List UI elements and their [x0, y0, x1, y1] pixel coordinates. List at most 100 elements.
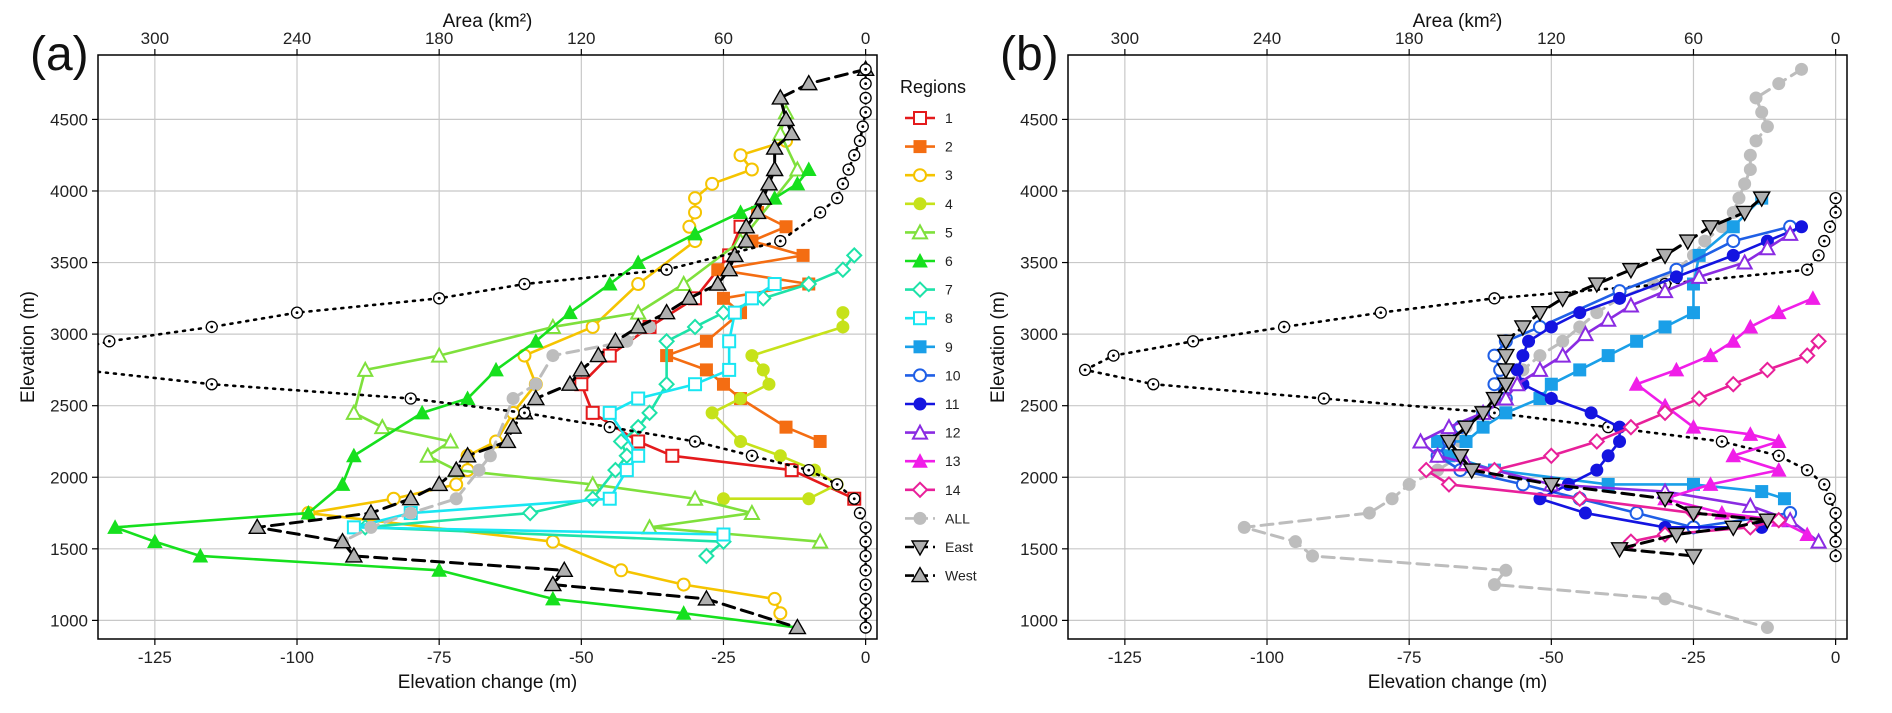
x2-tick-label: 300 [141, 29, 169, 48]
legend-entry-2: 2 [905, 139, 953, 155]
data-point-12 [1809, 532, 1828, 549]
area-marker-dot [1322, 397, 1326, 400]
y-axis-label: Elevation (m) [988, 291, 1009, 403]
data-point-4 [716, 492, 730, 506]
legend-entry-3: 3 [905, 167, 953, 183]
plot-frame [97, 54, 878, 640]
area-marker-ring [47, 350, 58, 361]
data-point-7 [641, 404, 658, 422]
data-point-all [1743, 163, 1757, 177]
data-point-11 [1601, 449, 1615, 463]
data-point-12 [1741, 496, 1760, 513]
data-point-east [1473, 406, 1493, 423]
data-point-all [483, 449, 497, 463]
data-point-11 [1516, 349, 1530, 363]
data-point-8 [631, 391, 646, 406]
series-6 [107, 161, 817, 635]
data-point-west [776, 110, 796, 127]
legend-label: East [945, 539, 973, 555]
data-point-area [1801, 463, 1814, 477]
legend-entry-6: 6 [905, 252, 953, 269]
series-all [336, 320, 657, 549]
legend-marker [913, 168, 927, 183]
data-point-east [1553, 291, 1572, 308]
data-point-6 [675, 605, 692, 620]
data-point-4 [773, 449, 787, 463]
data-point-11 [1522, 334, 1536, 348]
series-line-east [1447, 196, 1769, 558]
area-marker-dot [1191, 339, 1195, 343]
data-point-area [856, 120, 869, 133]
data-point-9 [1686, 306, 1700, 320]
data-point-12 [1440, 418, 1458, 435]
data-point-area [802, 463, 815, 477]
data-point-8 [602, 405, 617, 420]
x2-tick-label: 240 [1253, 29, 1281, 48]
data-point-6 [107, 519, 123, 534]
data-point-east [1621, 263, 1641, 280]
data-point-west [458, 446, 477, 463]
data-point-14 [1810, 332, 1827, 350]
plot-area [47, 59, 875, 635]
data-point-west [498, 432, 517, 449]
data-point-4 [802, 492, 816, 506]
data-point-all [364, 520, 378, 534]
data-point-west [754, 188, 773, 205]
data-point-7 [698, 547, 715, 565]
data-point-13 [1770, 433, 1787, 448]
data-point-west [748, 203, 767, 220]
data-point-3 [585, 319, 600, 334]
data-point-area [1277, 320, 1291, 334]
legend-label: 11 [945, 396, 960, 412]
legend-entry-1: 1 [905, 110, 953, 126]
data-point-8 [767, 277, 782, 292]
area-marker-dot [750, 454, 754, 458]
data-point-area [813, 206, 827, 219]
legend-entry-west: West [905, 566, 977, 584]
data-point-east [1513, 320, 1533, 337]
data-point-4 [745, 349, 759, 363]
x-tick-label: -50 [569, 648, 594, 667]
y-tick-label: 4500 [1020, 110, 1058, 129]
data-point-west [606, 331, 625, 348]
data-point-area [1818, 234, 1831, 248]
data-point-8 [722, 362, 737, 377]
data-point-9 [1777, 492, 1791, 506]
legend-entry-7: 7 [905, 281, 953, 299]
y-tick-label: 2500 [1020, 397, 1058, 416]
area-marker-dot [864, 626, 868, 629]
data-point-area [290, 306, 304, 319]
data-point-all [1738, 177, 1752, 191]
data-point-area [859, 63, 872, 76]
data-point-west [765, 160, 784, 177]
legend-marker [910, 566, 930, 583]
legend-label: West [945, 568, 977, 584]
data-point-14 [1724, 375, 1742, 393]
data-point-13 [1628, 376, 1645, 391]
data-point-all [1499, 563, 1513, 577]
data-point-west [628, 317, 648, 334]
area-marker-dot [1834, 211, 1838, 214]
legend-marker [913, 368, 927, 383]
y-tick-label: 3000 [50, 325, 88, 344]
data-point-west [401, 489, 420, 506]
y-tick-label: 1500 [50, 540, 88, 559]
x-tick-label: -25 [1681, 648, 1706, 667]
data-point-area [518, 277, 531, 291]
legend-entry-9: 9 [905, 339, 953, 355]
data-point-4 [705, 406, 719, 420]
data-point-7 [686, 318, 704, 336]
area-marker-dot [864, 554, 868, 558]
plot-frame [1067, 54, 1848, 640]
data-point-13 [1805, 290, 1821, 305]
x2-axis-label: Area (km²) [1413, 11, 1503, 32]
data-point-12 [1735, 253, 1754, 270]
area-marker-dot [1083, 368, 1087, 372]
data-point-area [47, 350, 58, 361]
data-point-13 [1770, 304, 1787, 320]
legend-marker [912, 252, 928, 268]
data-point-east [1542, 477, 1561, 494]
area-marker-dot [1493, 296, 1496, 300]
data-point-4 [734, 392, 748, 406]
